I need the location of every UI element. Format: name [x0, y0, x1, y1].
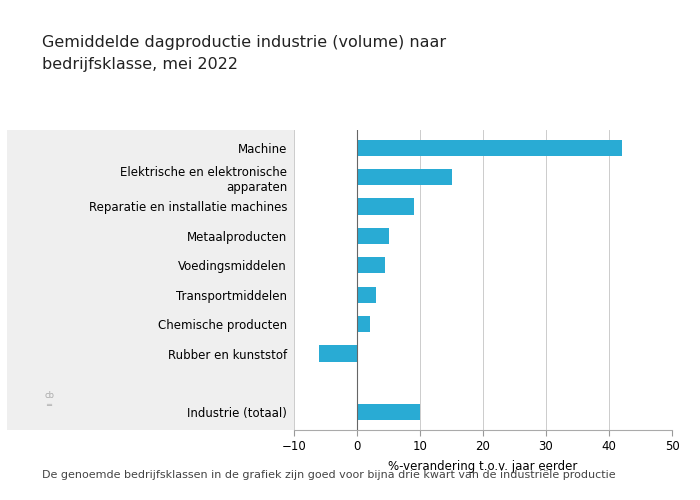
Text: De genoemde bedrijfsklassen in de grafiek zijn goed voor bijna drie kwart van de: De genoemde bedrijfsklassen in de grafie… [42, 470, 615, 480]
Bar [357, 404, 420, 420]
Text: cb
═: cb ═ [44, 390, 54, 410]
Bar [357, 257, 385, 274]
Bar [357, 198, 414, 214]
Bar [319, 346, 357, 362]
X-axis label: %-verandering t.o.v. jaar eerder: %-verandering t.o.v. jaar eerder [389, 460, 578, 473]
Bar [357, 316, 370, 332]
Text: Gemiddelde dagproductie industrie (volume) naar: Gemiddelde dagproductie industrie (volum… [42, 35, 446, 50]
Bar [357, 140, 622, 156]
Bar [357, 286, 376, 303]
Bar [357, 169, 452, 185]
Text: bedrijfsklasse, mei 2022: bedrijfsklasse, mei 2022 [42, 58, 238, 72]
Bar [357, 228, 388, 244]
